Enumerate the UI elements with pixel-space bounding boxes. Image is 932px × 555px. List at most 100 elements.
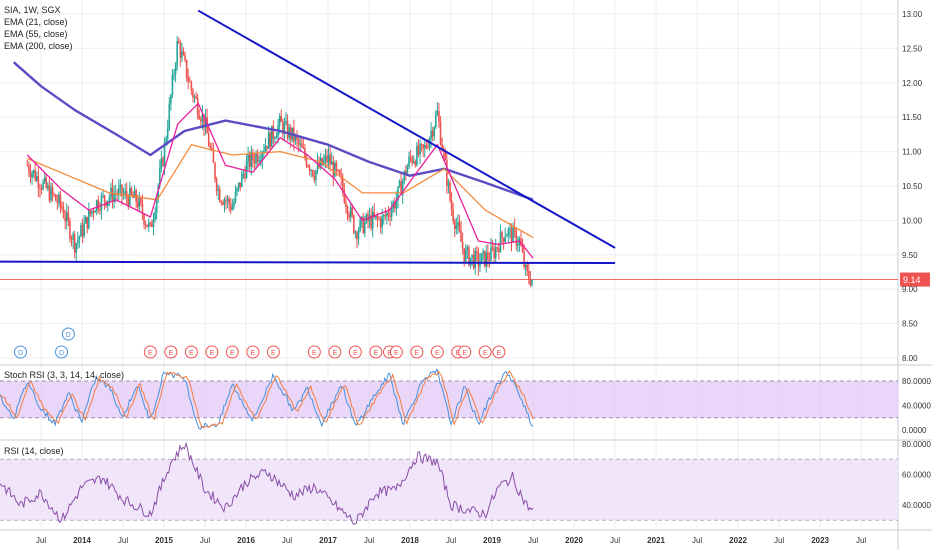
ema55-legend[interactable]: EMA (55, close) bbox=[4, 29, 68, 39]
candle-body bbox=[311, 170, 314, 176]
time-tick-label: 2023 bbox=[811, 536, 829, 545]
candle-body bbox=[327, 154, 330, 163]
candle-body bbox=[384, 215, 387, 217]
earnings-marker[interactable]: E bbox=[348, 345, 362, 359]
earnings-marker[interactable]: E bbox=[478, 345, 492, 359]
candle-body bbox=[173, 74, 175, 76]
earnings-marker-text: E bbox=[148, 350, 153, 357]
candle-body bbox=[163, 143, 166, 166]
candle-body bbox=[252, 152, 254, 161]
price-tick-label: 13.00 bbox=[902, 10, 923, 19]
time-tick-label: Jul bbox=[282, 536, 292, 545]
earnings-marker[interactable]: E bbox=[266, 345, 280, 359]
candle-body bbox=[398, 181, 401, 187]
candle-body bbox=[48, 185, 51, 201]
earnings-marker[interactable]: E bbox=[225, 345, 239, 359]
candle-body bbox=[26, 165, 29, 167]
symbol-line[interactable]: SIA, 1W, SGX bbox=[4, 5, 61, 15]
price-tick-label: 12.50 bbox=[902, 44, 923, 53]
candle-body bbox=[250, 152, 253, 167]
candle-body bbox=[259, 159, 262, 161]
candle-body bbox=[215, 179, 218, 191]
candle-body bbox=[316, 162, 319, 171]
candle-body bbox=[54, 195, 57, 201]
ema200-legend[interactable]: EMA (200, close) bbox=[4, 41, 73, 51]
candle-body bbox=[362, 216, 365, 234]
stoch-rsi-label[interactable]: Stoch RSI (3, 3, 14, 14, close) bbox=[4, 370, 125, 380]
candle-body bbox=[370, 215, 372, 229]
earnings-marker-text: E bbox=[374, 350, 379, 357]
candle-body bbox=[472, 254, 475, 269]
candle-body bbox=[460, 230, 462, 242]
earnings-marker[interactable]: E bbox=[246, 345, 260, 359]
candle-body bbox=[264, 145, 267, 151]
candle-body bbox=[315, 170, 317, 181]
candle-body bbox=[177, 41, 180, 44]
candle-body bbox=[479, 262, 481, 267]
earnings-marker[interactable]: E bbox=[369, 345, 383, 359]
candle-body bbox=[50, 186, 52, 201]
candle-body bbox=[81, 225, 84, 237]
candle-body bbox=[323, 160, 325, 165]
earnings-marker-text: E bbox=[210, 350, 215, 357]
earnings-marker[interactable]: E bbox=[410, 345, 424, 359]
candle-body bbox=[263, 150, 265, 153]
candle-body bbox=[308, 166, 311, 171]
candle-body bbox=[502, 237, 505, 243]
rsi-label[interactable]: RSI (14, close) bbox=[4, 446, 64, 456]
candle-body bbox=[278, 116, 281, 126]
earnings-marker[interactable]: E bbox=[458, 345, 472, 359]
candle-body bbox=[450, 200, 453, 210]
candle-body bbox=[346, 206, 349, 215]
candle-body bbox=[341, 178, 344, 190]
earnings-marker[interactable]: E bbox=[307, 345, 321, 359]
candle-body bbox=[504, 236, 506, 243]
earnings-marker[interactable]: E bbox=[492, 345, 506, 359]
earnings-marker-circle bbox=[184, 345, 198, 359]
candle-body bbox=[166, 128, 169, 139]
candle-body bbox=[154, 212, 156, 220]
candle-body bbox=[476, 250, 478, 254]
candle-body bbox=[477, 253, 480, 267]
earnings-marker[interactable]: E bbox=[164, 345, 178, 359]
earnings-marker[interactable]: E bbox=[143, 345, 157, 359]
candle-body bbox=[394, 202, 396, 209]
candle-body bbox=[482, 250, 484, 254]
earnings-marker[interactable]: E bbox=[328, 345, 342, 359]
price-tick-label: 8.50 bbox=[902, 320, 918, 329]
candle-body bbox=[529, 279, 532, 286]
dividend-marker-text: D bbox=[66, 332, 71, 339]
candle-body bbox=[62, 209, 65, 218]
earnings-marker[interactable]: E bbox=[184, 345, 198, 359]
candle-body bbox=[359, 219, 361, 232]
earnings-marker[interactable]: E bbox=[205, 345, 219, 359]
last-price-label: 9.14 bbox=[903, 275, 921, 285]
earnings-marker-text: E bbox=[435, 350, 440, 357]
candle-body bbox=[446, 160, 448, 186]
dividend-marker-text: D bbox=[18, 350, 23, 357]
candle-body bbox=[92, 210, 95, 213]
ema55-line bbox=[27, 144, 534, 239]
candle-body bbox=[97, 200, 100, 210]
candle-body bbox=[75, 243, 78, 253]
earnings-marker-text: E bbox=[271, 350, 276, 357]
candle-body bbox=[483, 250, 486, 267]
dividend-marker[interactable]: D bbox=[61, 327, 75, 341]
candle-body bbox=[417, 146, 420, 155]
earnings-marker-circle bbox=[307, 345, 321, 359]
candle-body bbox=[248, 154, 251, 167]
candle-body bbox=[512, 227, 514, 243]
dividend-marker-circle bbox=[14, 345, 28, 359]
earnings-marker[interactable]: E bbox=[430, 345, 444, 359]
candle-body bbox=[430, 130, 432, 139]
stoch-tick-label: 80.0000 bbox=[902, 377, 931, 386]
ema21-legend[interactable]: EMA (21, close) bbox=[4, 17, 68, 27]
candle-body bbox=[34, 170, 37, 181]
dividend-marker[interactable]: D bbox=[14, 345, 28, 359]
candle-body bbox=[509, 227, 511, 230]
dividend-marker[interactable]: D bbox=[55, 345, 69, 359]
earnings-marker[interactable]: E bbox=[389, 345, 403, 359]
candle-body bbox=[515, 230, 518, 246]
